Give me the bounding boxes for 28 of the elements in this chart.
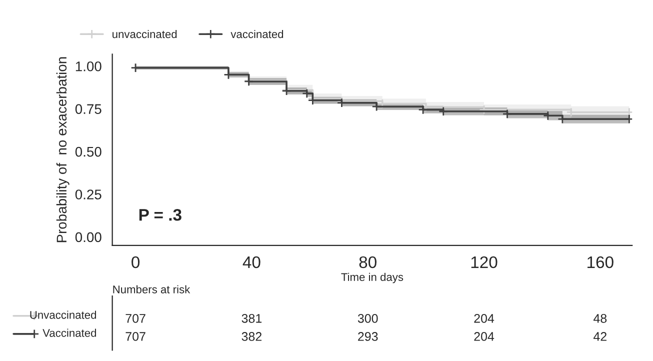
text: 707 [126, 332, 146, 341]
text: Vaccinated [42, 328, 96, 337]
annotation: P = .3 [139, 208, 182, 221]
text: 204 [474, 332, 494, 341]
x-tick-label: 40 [242, 256, 260, 268]
y-tick-label: 0.75 [75, 104, 102, 114]
text: Unvaccinated [30, 310, 96, 319]
legend-label: unvaccinated [112, 30, 177, 38]
legend-label: vaccinated [230, 30, 284, 38]
x-tick-label: 80 [359, 256, 376, 268]
text: 42 [594, 332, 606, 341]
y-tick-label: 0.50 [75, 146, 102, 157]
x-tick-label: 160 [588, 256, 614, 268]
y-tick-label: 0.00 [75, 232, 102, 242]
text: 293 [358, 332, 378, 341]
text: 204 [474, 314, 494, 323]
y-tick-label: 0.25 [75, 190, 102, 200]
text: 382 [242, 332, 262, 341]
x-tick-label: 120 [471, 256, 498, 268]
text: 48 [594, 314, 607, 323]
text: 707 [126, 314, 146, 323]
text: 381 [242, 314, 262, 323]
x-tick-label: 0 [132, 256, 140, 268]
y-tick-label: 1.00 [76, 61, 102, 72]
text: 300 [358, 314, 378, 323]
x-axis-title: Time in days [341, 272, 404, 284]
y-axis-title: Probability of no exacerbation [56, 57, 70, 242]
text: Numbers at risk [113, 285, 190, 294]
